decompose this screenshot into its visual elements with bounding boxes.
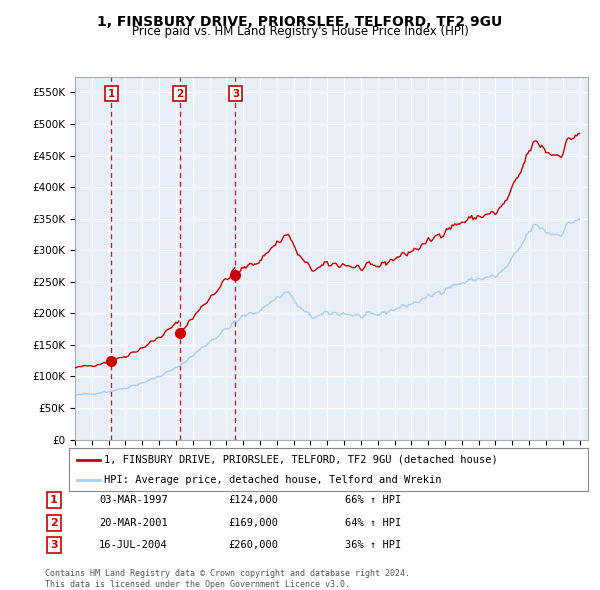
Text: 66% ↑ HPI: 66% ↑ HPI bbox=[345, 496, 401, 505]
Text: 2: 2 bbox=[176, 88, 183, 99]
Text: 3: 3 bbox=[50, 540, 58, 550]
Text: £169,000: £169,000 bbox=[228, 518, 278, 527]
Text: Contains HM Land Registry data © Crown copyright and database right 2024.
This d: Contains HM Land Registry data © Crown c… bbox=[45, 569, 410, 589]
Text: 1, FINSBURY DRIVE, PRIORSLEE, TELFORD, TF2 9GU (detached house): 1, FINSBURY DRIVE, PRIORSLEE, TELFORD, T… bbox=[104, 455, 498, 465]
Text: 03-MAR-1997: 03-MAR-1997 bbox=[99, 496, 168, 505]
Text: 16-JUL-2004: 16-JUL-2004 bbox=[99, 540, 168, 550]
Text: 2: 2 bbox=[50, 518, 58, 527]
Text: 1: 1 bbox=[108, 88, 115, 99]
Text: £260,000: £260,000 bbox=[228, 540, 278, 550]
Text: £124,000: £124,000 bbox=[228, 496, 278, 505]
Text: Price paid vs. HM Land Registry's House Price Index (HPI): Price paid vs. HM Land Registry's House … bbox=[131, 25, 469, 38]
Text: HPI: Average price, detached house, Telford and Wrekin: HPI: Average price, detached house, Telf… bbox=[104, 475, 442, 485]
Text: 36% ↑ HPI: 36% ↑ HPI bbox=[345, 540, 401, 550]
Text: 3: 3 bbox=[232, 88, 239, 99]
Text: 1: 1 bbox=[50, 496, 58, 505]
Text: 20-MAR-2001: 20-MAR-2001 bbox=[99, 518, 168, 527]
Text: 64% ↑ HPI: 64% ↑ HPI bbox=[345, 518, 401, 527]
Text: 1, FINSBURY DRIVE, PRIORSLEE, TELFORD, TF2 9GU: 1, FINSBURY DRIVE, PRIORSLEE, TELFORD, T… bbox=[97, 15, 503, 29]
